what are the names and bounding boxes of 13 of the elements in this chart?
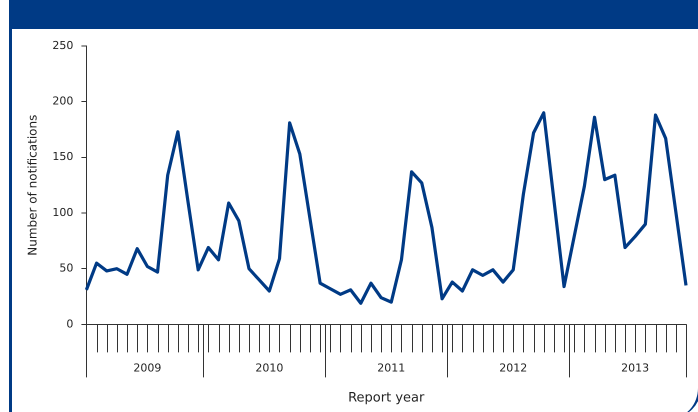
y-tick-label: 100: [52, 206, 74, 219]
x-tick-label: 2009: [133, 361, 162, 374]
x-axis-title: Report year: [348, 390, 425, 406]
x-tick-label: 2013: [621, 361, 650, 374]
y-tick-label: 0: [66, 317, 74, 330]
x-tick-label: 2010: [255, 361, 284, 374]
x-tick-label: 2012: [499, 361, 528, 374]
y-tick-label: 150: [52, 150, 74, 164]
y-axis-title: Number of notifications: [25, 114, 40, 256]
y-tick-label: 50: [59, 262, 74, 275]
y-tick-label: 250: [52, 38, 74, 52]
y-tick-label: 200: [52, 94, 74, 108]
x-tick-label: 2011: [377, 361, 406, 374]
